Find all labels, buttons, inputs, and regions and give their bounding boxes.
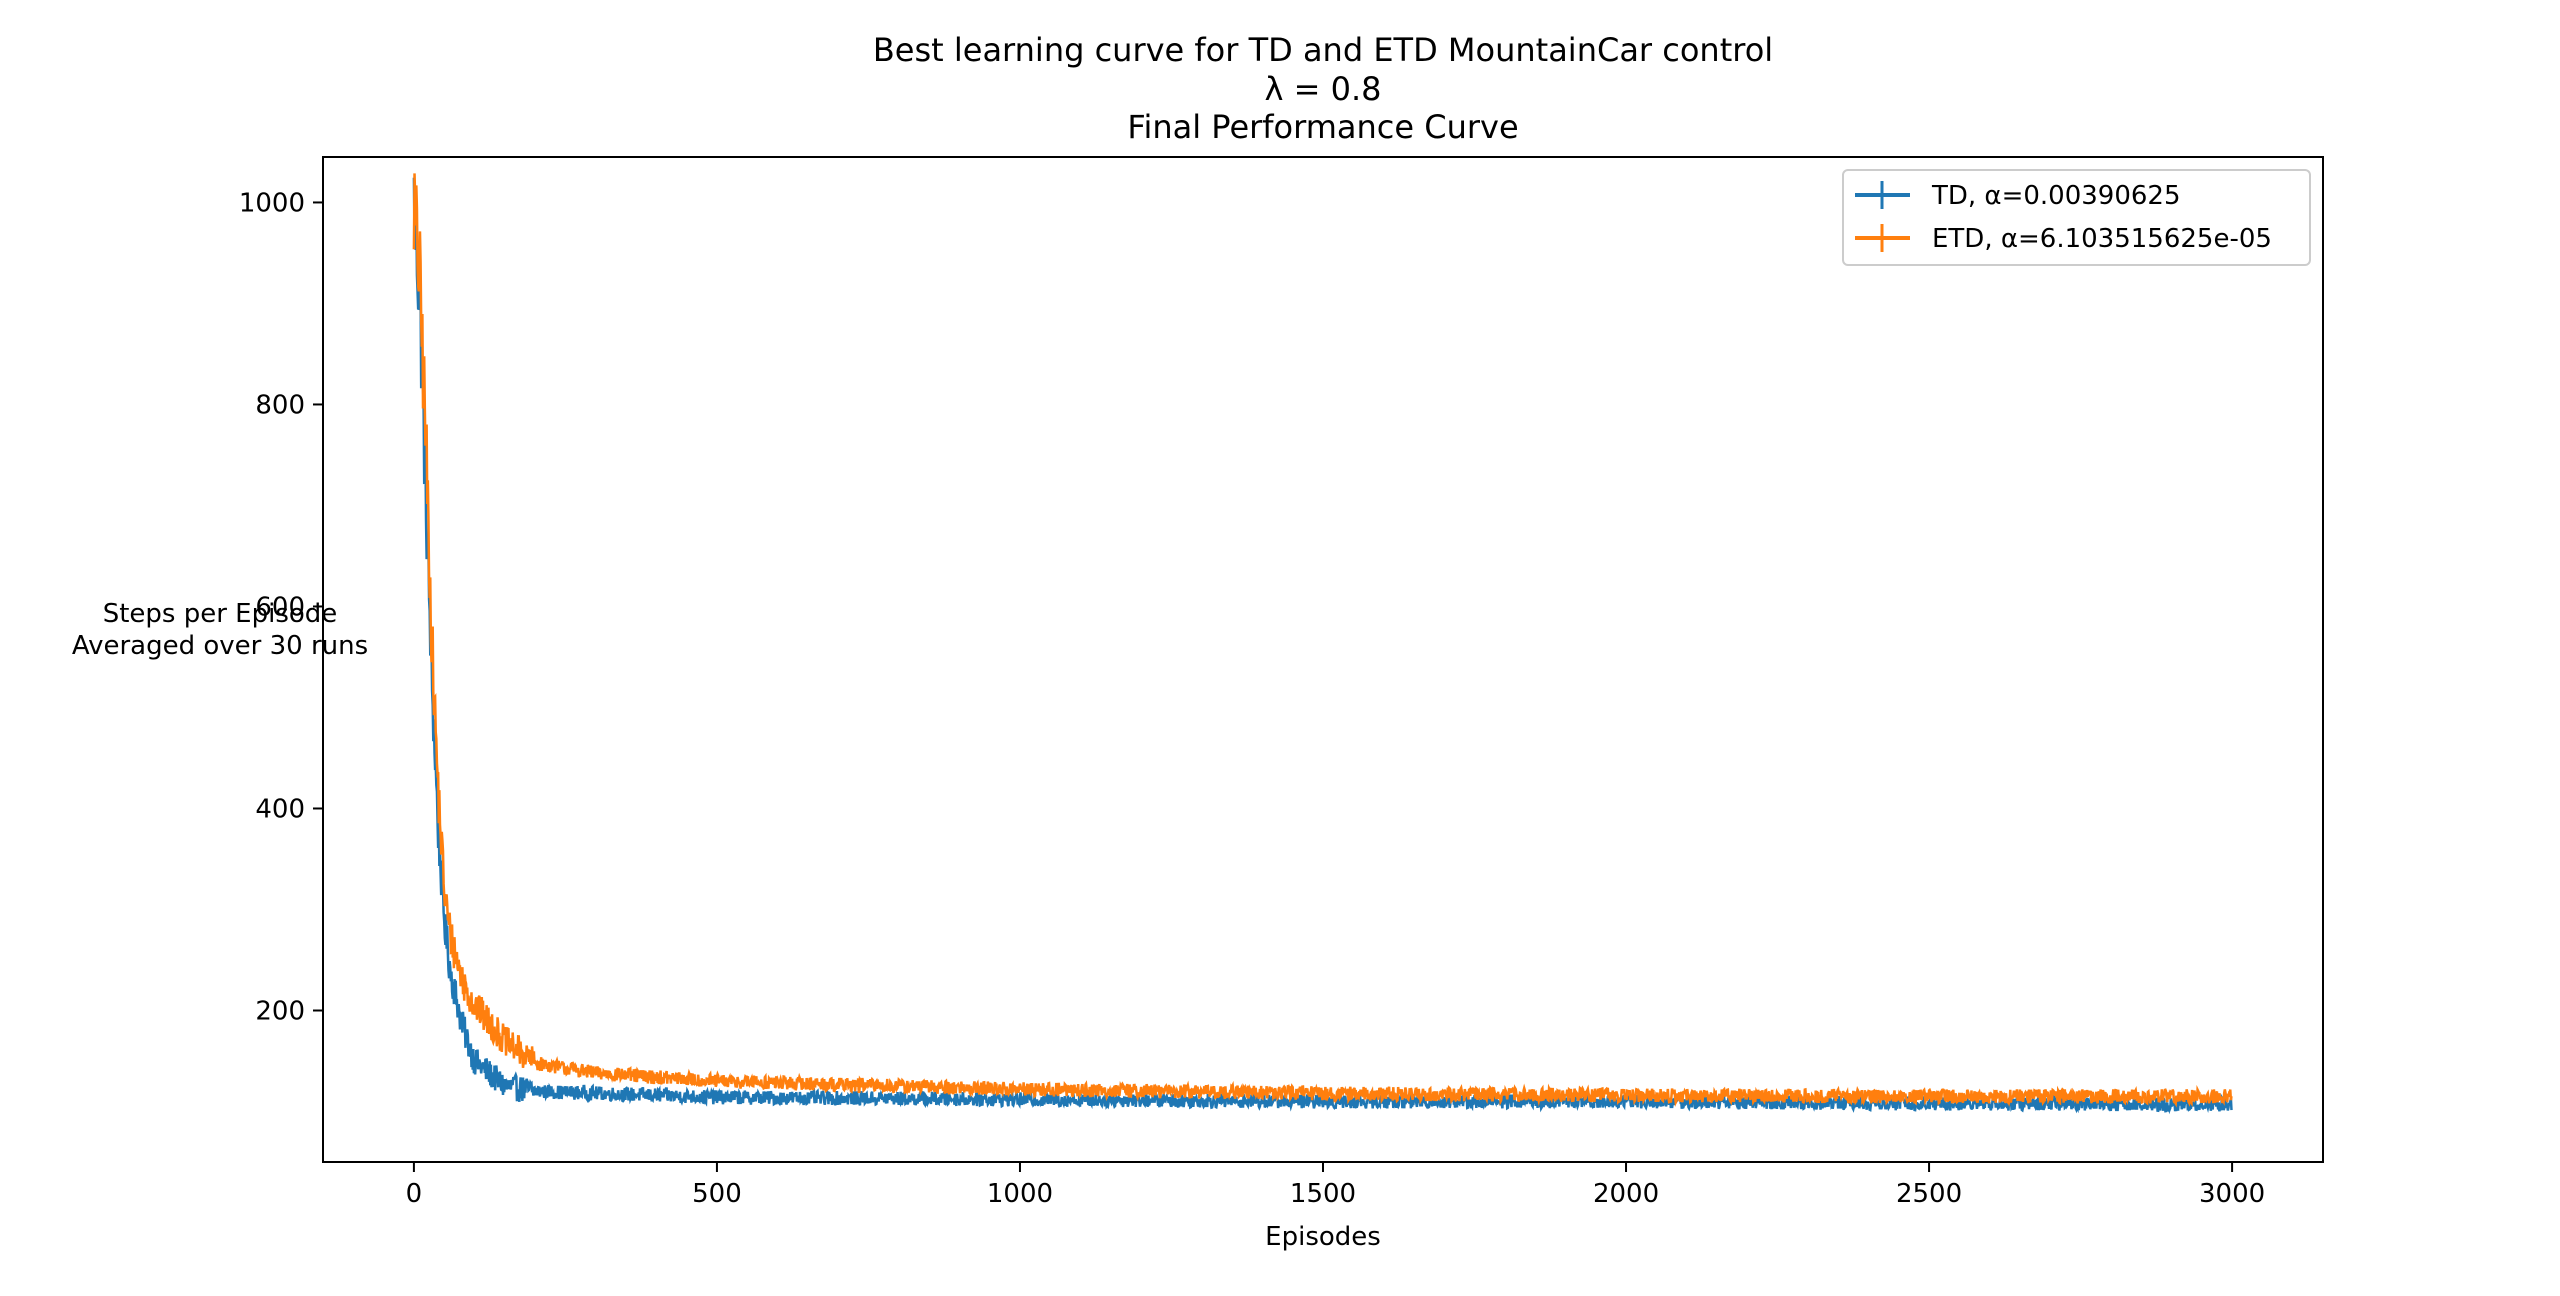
x-axis-label: Episodes <box>1265 1222 1381 1252</box>
legend-label-etd: ETD, α=6.103515625e-05 <box>1932 224 2272 254</box>
legend: TD, α=0.00390625 ETD, α=6.103515625e-05 <box>1842 169 2311 266</box>
y-axis-label-line-2: Averaged over 30 runs <box>72 631 368 661</box>
series-line-etd <box>412 173 2233 1108</box>
y-tick-label: 1000 <box>239 188 305 218</box>
y-tick-label: 400 <box>255 794 305 824</box>
series-line-td <box>412 177 2233 1115</box>
y-tick-label: 800 <box>255 390 305 420</box>
x-tick-label: 1500 <box>1290 1179 1356 1209</box>
y-tick-label: 600 <box>255 592 305 622</box>
chart-subtitle-2: Final Performance Curve <box>1127 108 1518 146</box>
legend-entry-td: TD, α=0.00390625 <box>1855 181 2181 211</box>
x-tick-label: 3000 <box>2199 1179 2265 1209</box>
plot-series-group <box>412 173 2233 1115</box>
legend-entry-etd: ETD, α=6.103515625e-05 <box>1855 224 2272 254</box>
x-axis-ticks: 0 500 1000 1500 2000 2500 3000 <box>406 1162 2265 1209</box>
x-tick-label: 1000 <box>987 1179 1053 1209</box>
y-axis-ticks: 200 400 600 800 1000 <box>239 188 323 1026</box>
y-tick-label: 200 <box>255 996 305 1026</box>
x-tick-label: 2000 <box>1593 1179 1659 1209</box>
x-tick-label: 2500 <box>1896 1179 1962 1209</box>
x-tick-label: 0 <box>406 1179 423 1209</box>
y-axis-label-line-1: Steps per Episode <box>103 599 338 629</box>
chart-title: Best learning curve for TD and ETD Mount… <box>873 31 1773 69</box>
chart-subtitle: λ = 0.8 <box>1265 70 1382 108</box>
legend-box <box>1842 169 2311 266</box>
plot-frame <box>322 156 2324 1163</box>
legend-label-td: TD, α=0.00390625 <box>1931 181 2181 211</box>
x-tick-label: 500 <box>692 1179 742 1209</box>
